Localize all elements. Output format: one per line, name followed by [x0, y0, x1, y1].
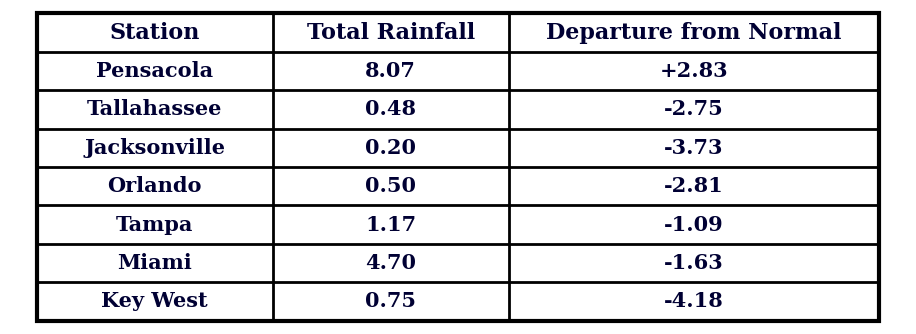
Bar [273, 282, 508, 321]
Bar [37, 205, 273, 244]
Bar [37, 13, 273, 52]
Text: Jacksonville: Jacksonville [84, 138, 225, 158]
Text: -2.75: -2.75 [664, 100, 724, 119]
Text: -3.73: -3.73 [664, 138, 724, 158]
Bar [508, 205, 879, 244]
Text: 4.70: 4.70 [365, 253, 416, 273]
Bar [508, 90, 879, 129]
Text: 0.48: 0.48 [365, 100, 416, 119]
Bar [37, 129, 273, 167]
Text: 0.20: 0.20 [365, 138, 416, 158]
Text: -4.18: -4.18 [664, 292, 724, 311]
Bar [37, 282, 273, 321]
Text: 0.50: 0.50 [365, 176, 416, 196]
Text: Tallahassee: Tallahassee [87, 100, 223, 119]
Text: Departure from Normal: Departure from Normal [546, 22, 842, 43]
Bar [273, 129, 508, 167]
Text: +2.83: +2.83 [660, 61, 728, 81]
Bar [37, 52, 273, 90]
Text: 8.07: 8.07 [365, 61, 416, 81]
Text: -1.09: -1.09 [664, 215, 724, 234]
Text: Miami: Miami [117, 253, 192, 273]
Bar [37, 244, 273, 282]
Bar [508, 13, 879, 52]
Bar [273, 244, 508, 282]
Bar [508, 167, 879, 205]
Text: Station: Station [109, 22, 200, 43]
Text: -1.63: -1.63 [664, 253, 724, 273]
Bar [273, 90, 508, 129]
Bar [508, 244, 879, 282]
Text: Tampa: Tampa [116, 215, 193, 234]
Text: -2.81: -2.81 [664, 176, 724, 196]
Bar [508, 52, 879, 90]
Bar [273, 13, 508, 52]
Bar [273, 167, 508, 205]
Bar [508, 282, 879, 321]
Text: Orlando: Orlando [107, 176, 202, 196]
Text: Total Rainfall: Total Rainfall [307, 22, 474, 43]
Text: 0.75: 0.75 [365, 292, 416, 311]
Bar [273, 205, 508, 244]
Bar [273, 52, 508, 90]
Bar [508, 129, 879, 167]
Text: 1.17: 1.17 [365, 215, 416, 234]
Text: Key West: Key West [102, 292, 208, 311]
Text: Pensacola: Pensacola [96, 61, 213, 81]
Bar [37, 90, 273, 129]
Bar [37, 167, 273, 205]
